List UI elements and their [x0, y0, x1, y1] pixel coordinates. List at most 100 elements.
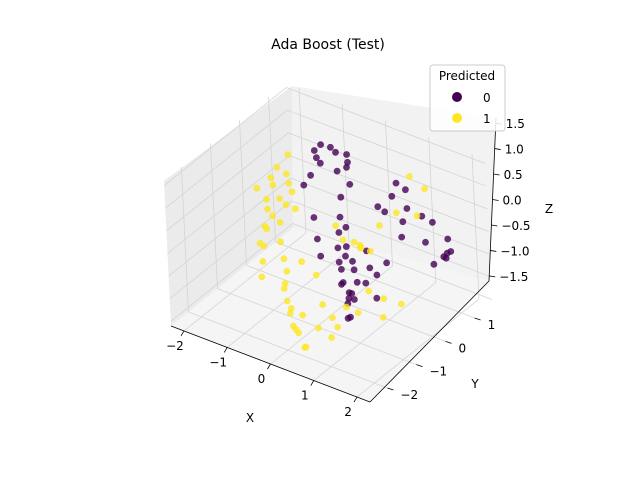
- point-class-0: [381, 208, 389, 216]
- point-class-1: [253, 184, 261, 192]
- point-class-1: [261, 222, 269, 230]
- point-class-1: [356, 241, 364, 249]
- point-class-1: [376, 222, 383, 229]
- point-class-0: [314, 235, 321, 243]
- legend-title: Predicted: [439, 69, 495, 83]
- point-class-0: [348, 290, 356, 297]
- point-class-1: [283, 267, 291, 275]
- x-tick-label: 2: [344, 405, 352, 419]
- point-class-0: [338, 266, 345, 273]
- z-tick-label: 0.5: [504, 168, 523, 182]
- point-class-0: [399, 218, 407, 226]
- x-tick: [180, 330, 185, 337]
- point-class-0: [430, 260, 438, 268]
- point-class-0: [307, 171, 314, 179]
- x-tick: [310, 380, 315, 386]
- point-class-0: [310, 214, 318, 221]
- point-class-1: [343, 303, 350, 311]
- point-class-0: [373, 271, 381, 279]
- point-class-1: [406, 173, 413, 180]
- point-class-1: [299, 311, 306, 319]
- point-class-0: [388, 192, 396, 200]
- point-class-1: [286, 310, 294, 317]
- z-tick-label: 0.0: [503, 194, 522, 208]
- point-class-1: [273, 163, 281, 171]
- point-class-1: [354, 309, 362, 317]
- legend-frame: [429, 64, 506, 132]
- z-gridline: [166, 132, 289, 232]
- point-class-1: [288, 188, 296, 196]
- legend-marker-0: [452, 92, 462, 102]
- data-points: [253, 141, 455, 351]
- z-tick-label: −1.5: [499, 270, 528, 284]
- point-class-1: [277, 238, 284, 246]
- point-class-0: [310, 147, 318, 154]
- y-axis-line: [369, 280, 490, 403]
- point-class-1: [263, 195, 270, 203]
- y-tick: [416, 364, 423, 368]
- legend-marker-1: [452, 113, 462, 123]
- point-class-1: [292, 205, 299, 213]
- point-class-1: [269, 212, 277, 220]
- point-class-0: [350, 266, 358, 274]
- point-class-1: [413, 212, 421, 220]
- y-tick-label: 0: [459, 341, 467, 355]
- x-tick-label: −1: [209, 355, 227, 369]
- point-class-0: [398, 233, 406, 241]
- z-gridline: [289, 155, 489, 232]
- z-gridline: [165, 109, 288, 209]
- point-class-0: [362, 279, 370, 287]
- x-tick: [223, 347, 228, 353]
- x-tick-label: 1: [301, 389, 309, 403]
- y-tick-label: −1: [429, 365, 447, 379]
- point-class-0: [366, 264, 374, 272]
- point-class-1: [379, 314, 387, 321]
- point-class-0: [440, 253, 448, 261]
- point-class-0: [342, 252, 349, 260]
- left-pane: [164, 86, 293, 326]
- point-class-1: [380, 295, 387, 303]
- point-class-0: [343, 151, 350, 158]
- point-class-0: [335, 258, 343, 266]
- z-gridline: [292, 223, 492, 300]
- y-tick: [474, 317, 481, 321]
- point-class-1: [339, 236, 347, 244]
- point-class-1: [282, 170, 290, 178]
- point-class-0: [316, 159, 324, 167]
- point-class-0: [337, 193, 345, 201]
- legend-label-0: 0: [483, 91, 491, 105]
- point-class-1: [319, 301, 326, 308]
- point-class-1: [398, 300, 405, 308]
- point-class-0: [327, 143, 334, 151]
- point-class-1: [302, 343, 310, 351]
- point-class-1: [365, 287, 373, 295]
- point-class-1: [280, 285, 288, 292]
- point-class-0: [345, 295, 353, 302]
- legend-label-1: 1: [483, 112, 491, 126]
- point-class-0: [317, 141, 324, 149]
- z-gridline: [168, 177, 291, 277]
- point-class-1: [312, 271, 320, 279]
- point-class-1: [366, 247, 374, 255]
- x-tick: [267, 363, 271, 370]
- z-axis-label: Z: [545, 202, 553, 216]
- point-class-0: [349, 257, 356, 265]
- point-class-1: [281, 280, 289, 287]
- point-class-0: [402, 186, 409, 194]
- point-class-0: [422, 238, 429, 246]
- y-tick: [445, 340, 452, 344]
- x-tick-label: 0: [258, 372, 266, 386]
- point-class-0: [346, 181, 354, 188]
- point-class-1: [264, 205, 271, 213]
- point-class-0: [347, 313, 354, 321]
- z-tick: [489, 275, 496, 278]
- y-tick-label: 1: [488, 318, 496, 332]
- point-class-1: [287, 305, 295, 312]
- point-class-0: [429, 218, 436, 226]
- point-class-1: [282, 201, 290, 209]
- point-class-0: [447, 248, 455, 255]
- point-class-1: [332, 222, 339, 230]
- point-class-1: [285, 179, 292, 187]
- z-tick-label: 1.5: [506, 117, 525, 131]
- point-class-0: [342, 243, 350, 251]
